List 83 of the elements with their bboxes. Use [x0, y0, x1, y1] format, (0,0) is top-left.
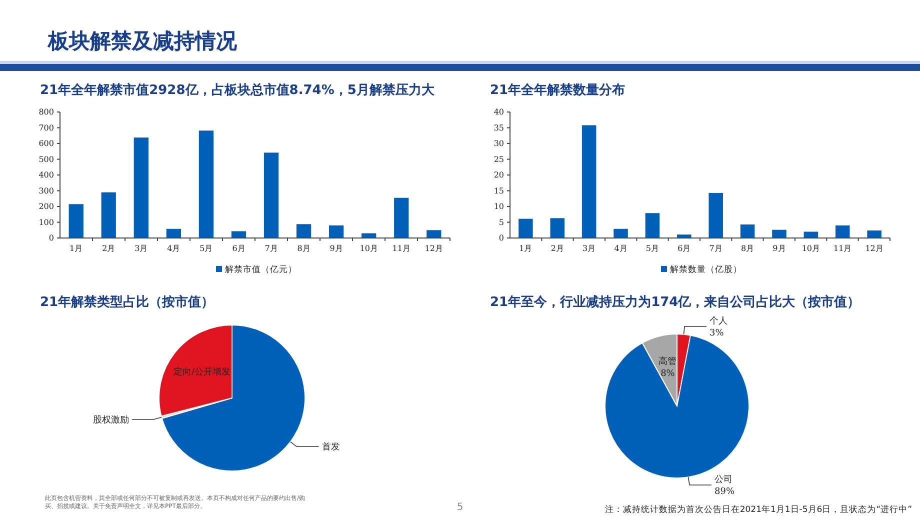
y-tick-label: 25: [494, 154, 504, 164]
slice-label: 定向/公开增发: [173, 366, 231, 378]
y-tick-label: 15: [494, 186, 504, 196]
bar: [166, 228, 181, 238]
y-tick-label: 800: [38, 108, 54, 117]
slice-label: 公司: [714, 474, 733, 486]
slice-label: 股权激励: [92, 414, 129, 426]
slice-label: 高管: [658, 356, 677, 367]
y-tick-label: 200: [38, 202, 54, 212]
y-tick-label: 100: [38, 218, 54, 227]
bar: [264, 152, 279, 238]
x-tick-label: 3月: [134, 244, 148, 253]
bar: [101, 192, 116, 238]
y-tick-label: 5: [498, 218, 504, 227]
bar: [296, 224, 312, 238]
x-tick-label: 12月: [424, 244, 443, 253]
slice-label: 个人: [710, 315, 728, 326]
bar: [582, 125, 596, 238]
data-label: 3%: [710, 328, 724, 338]
x-tick-label: 4月: [614, 244, 628, 253]
bar: [614, 228, 628, 238]
bar: [518, 218, 533, 238]
x-tick-label: 5月: [200, 244, 213, 253]
bar: [645, 213, 660, 238]
chart-title: 21年解禁类型占比（按市值）: [40, 294, 214, 310]
x-tick-label: 11月: [392, 244, 410, 253]
x-tick-label: 10月: [802, 244, 820, 253]
text: 注：减持统计数据为首次公告日在2021年1月1日-5月6日，且状态为“进行中”: [604, 504, 912, 515]
y-tick-label: 400: [38, 170, 54, 180]
x-tick-label: 1月: [519, 244, 532, 253]
y-tick-label: 10: [494, 202, 504, 212]
x-tick-label: 5月: [646, 244, 660, 253]
text: 5: [456, 502, 464, 513]
data-label: 8%: [660, 368, 676, 379]
bar: [772, 230, 786, 238]
y-tick-label: 0: [48, 234, 54, 243]
bar: [708, 192, 723, 238]
data-label: 89%: [714, 487, 735, 498]
bar: [68, 204, 84, 238]
x-tick-label: 2月: [550, 244, 564, 253]
x-tick-label: 3月: [582, 244, 596, 253]
x-tick-label: 9月: [772, 244, 786, 253]
chart-title: 21年至今，行业减持压力为174亿，来自公司占比大（按市值）: [490, 294, 860, 310]
chart-title: 21年全年解禁数量分布: [490, 83, 626, 98]
x-tick-label: 4月: [167, 244, 180, 253]
y-tick-label: 20: [494, 170, 504, 180]
bar: [134, 138, 148, 238]
y-tick-label: 0: [498, 234, 504, 243]
x-tick-label: 6月: [232, 244, 246, 253]
y-tick-label: 35: [494, 123, 504, 132]
x-tick-label: 12月: [865, 244, 884, 253]
bar: [329, 225, 344, 238]
bar: [835, 225, 850, 238]
y-tick-label: 40: [494, 108, 504, 117]
x-tick-label: 8月: [740, 244, 754, 253]
y-tick-label: 600: [38, 139, 54, 148]
slice-label: 首发: [322, 442, 340, 453]
bar: [804, 232, 818, 238]
chart-title: 21年全年解禁市值2928亿，占板块总市值8.74%，5月解禁压力大: [40, 82, 436, 98]
legend-label: 解禁数量（亿股）: [670, 264, 742, 275]
x-tick-label: 7月: [709, 244, 722, 253]
x-tick-label: 9月: [330, 244, 343, 253]
pie-slice: [161, 324, 306, 472]
bar: [867, 230, 882, 238]
text: 板块解禁及减持情况: [47, 29, 238, 53]
bar: [394, 198, 409, 238]
x-tick-label: 10月: [360, 244, 378, 253]
bar: [426, 230, 442, 238]
bar: [550, 218, 565, 238]
y-tick-label: 30: [494, 139, 504, 148]
x-tick-label: 6月: [678, 244, 691, 253]
x-tick-label: 1月: [70, 244, 83, 253]
y-tick-label: 300: [38, 186, 54, 196]
x-tick-label: 7月: [264, 244, 278, 253]
bar: [740, 224, 755, 238]
bar: [198, 130, 214, 238]
x-tick-label: 2月: [102, 244, 116, 253]
y-tick-label: 700: [38, 123, 54, 132]
x-tick-label: 8月: [297, 244, 310, 253]
legend-label: 解禁市值（亿元）: [225, 264, 297, 275]
y-tick-label: 500: [38, 154, 54, 164]
x-tick-label: 11月: [834, 244, 852, 253]
bar: [231, 231, 246, 238]
